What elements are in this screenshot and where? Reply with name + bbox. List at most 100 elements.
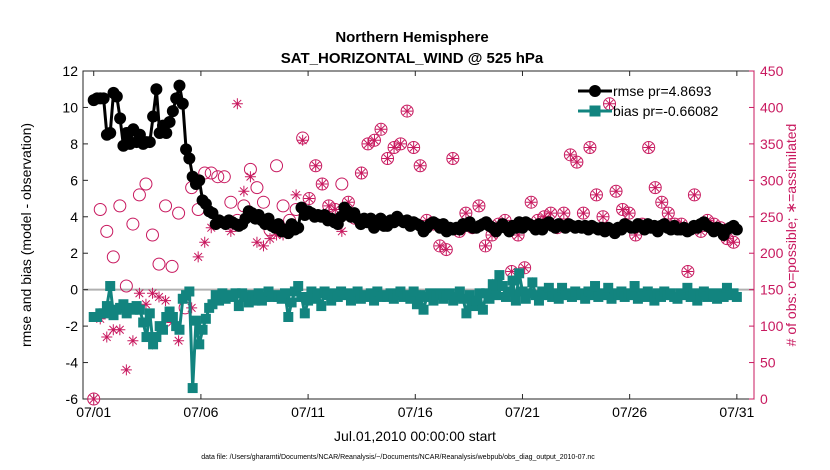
possible-obs-point [589,188,603,202]
bias-point [141,332,152,343]
bias-point [461,308,472,319]
rmse-point [147,110,160,123]
assimilated-obs-point [414,160,426,172]
assimilated-obs-point [440,244,452,256]
assimilated-obs-point [297,134,309,146]
assimilated-obs-point [590,189,602,201]
assimilated-obs-point [316,178,328,190]
possible-obs-point [472,199,486,213]
assimilated-obs-point [643,142,655,154]
assimilated-obs-point [107,324,119,336]
bias-point [243,297,254,308]
assimilated-obs-point [682,265,694,277]
x-axis-label: Jul.01,2010 00:00:00 start [334,428,496,444]
bias-point [151,332,162,343]
rmse-point [104,126,117,139]
bias-point [616,286,627,297]
y-right-tick-label: 350 [760,136,784,152]
bias-point [210,290,221,301]
bias-point [477,304,488,315]
assimilated-obs-point [473,200,485,212]
bias-point [253,288,264,299]
possible-obs-point [309,159,323,173]
assimilated-obs-point [336,225,348,237]
x-tick-label: 07/26 [612,404,647,420]
bias-point [105,281,116,292]
x-tick-label: 07/06 [183,404,218,420]
bias-point [316,301,327,312]
bias-point [520,293,531,304]
assimilated-obs-point [375,123,387,135]
series-bias [88,268,742,394]
bias-point [481,288,492,299]
y-left-tick-label: -4 [66,355,79,371]
bias-point [533,295,544,306]
rmse-point [97,92,110,105]
bias-point [497,281,508,292]
bias-point [280,288,291,299]
assimilated-obs-point [519,262,531,274]
possible-obs-point [106,250,120,264]
bias-point [524,288,535,299]
possible-obs-point [687,188,701,202]
bias-point [606,293,617,304]
assimilated-obs-point [623,207,635,219]
bias-point [174,324,185,335]
bias-point [487,279,498,290]
bias-point [468,301,479,312]
possible-obs-point [119,279,133,293]
assimilated-obs-point [355,167,367,179]
legend-bias-marker [589,105,601,117]
bias-point [672,293,683,304]
possible-obs-point [642,141,656,155]
assimilated-obs-point [728,236,740,248]
data-file-footnote: data file: /Users/gharamti/Documents/NCA… [201,454,595,461]
bias-point [164,306,175,317]
y-right-tick-label: 50 [760,355,776,371]
y-axis-right-ticks: 0 50 100 150 200 250 300 350 400 450 [749,63,784,407]
assimilated-obs-point [597,211,609,223]
bias-point [527,277,538,288]
bias-point [692,295,703,306]
y-left-tick-label: 10 [62,99,78,115]
bias-point [332,291,343,302]
bias-point [385,288,396,299]
bias-point [200,313,211,324]
possible-obs-point [518,261,532,275]
possible-obs-point [87,392,101,406]
assimilated-obs-point [577,207,589,219]
assimilated-obs-point [630,229,642,241]
possible-obs-point [100,224,114,238]
possible-obs-point [139,177,153,191]
bias-point [134,304,145,315]
bias-point [504,286,515,297]
assimilated-obs-point [120,364,132,376]
bias-point [639,291,650,302]
legend-rmse-label: rmse pr=4.8693 [613,83,712,99]
assimilated-obs-point [127,335,139,347]
bias-point [586,290,597,301]
assimilated-obs-point [173,335,185,347]
y-right-tick-label: 0 [760,391,768,407]
bias-point [230,288,241,299]
assimilated-obs-point [388,142,400,154]
assimilated-obs-point [368,134,380,146]
bias-point [369,295,380,306]
assimilated-obs-point [610,185,622,197]
assimilated-obs-point [447,152,459,164]
bias-point [464,290,475,301]
bias-point [425,288,436,299]
bias-point [138,317,149,328]
bias-point [599,290,610,301]
possible-obs-point [256,195,270,209]
assimilated-obs-point [401,105,413,117]
bias-point [679,290,690,301]
y-left-tick-label: 12 [62,63,78,79]
possible-obs-point [413,159,427,173]
bias-point [688,288,699,299]
assimilated-obs-point [545,207,557,219]
x-tick-label: 07/21 [505,404,540,420]
possible-obs-point [609,184,623,198]
assimilated-obs-point [525,196,537,208]
bias-point [530,290,541,301]
